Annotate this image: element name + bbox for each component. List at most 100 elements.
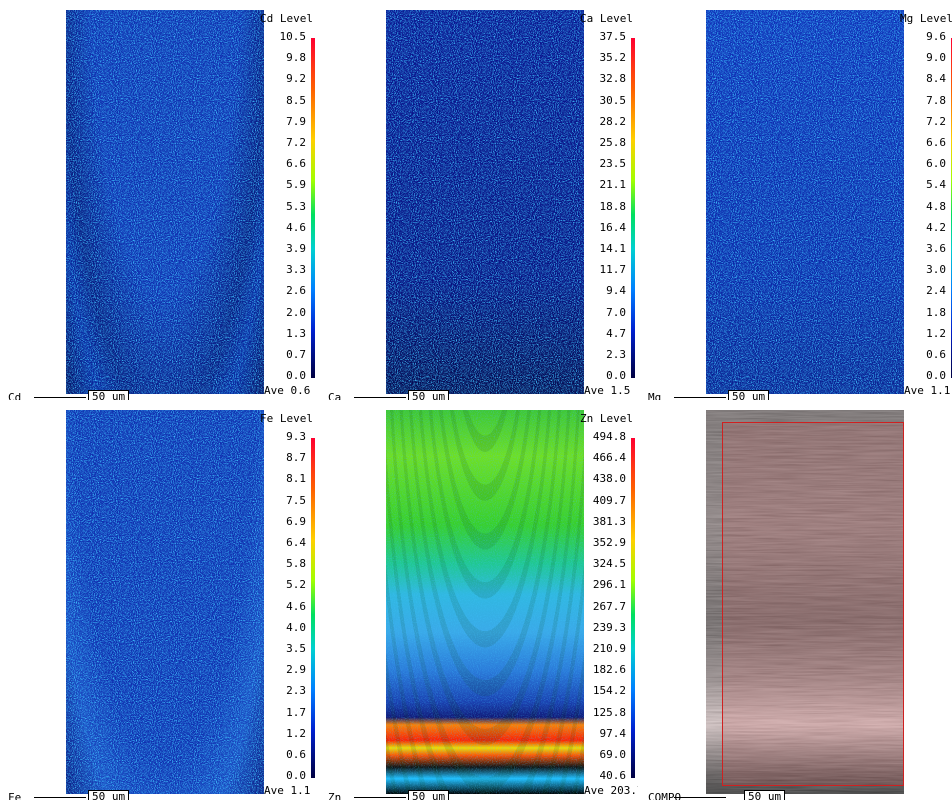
scale-label: 1.3 bbox=[286, 326, 306, 340]
scale-label: 466.4 bbox=[592, 451, 626, 465]
scale-label: 5.8 bbox=[286, 557, 306, 571]
scale-label: 8.5 bbox=[286, 93, 306, 107]
scale-label: 352.9 bbox=[592, 536, 626, 549]
map-texture bbox=[386, 10, 584, 394]
scale-label: 9.0 bbox=[926, 51, 946, 65]
scale-label: 6.0 bbox=[926, 157, 946, 171]
scale-label: 438.0 bbox=[592, 472, 626, 486]
map-panel: Fe Level 9.3 8.7 8.1 7.5 6.9 6.4 5.8 5.2 4.6 4.0 3.… bbox=[0, 400, 318, 800]
scale-label: 7.8 bbox=[926, 93, 946, 107]
scale-label: 154.2 bbox=[592, 684, 626, 698]
scale-label: 0.0 bbox=[926, 369, 946, 383]
texture-fill bbox=[66, 10, 264, 394]
scale-label: 23.5 bbox=[599, 157, 627, 171]
scale-label: 32.8 bbox=[599, 72, 627, 86]
scale-label: 6.4 bbox=[286, 536, 306, 549]
average-label: Ave 1.1 bbox=[264, 784, 311, 797]
level-title: Cd Level bbox=[260, 12, 313, 25]
element-label: Fe bbox=[8, 791, 22, 800]
scale-line bbox=[674, 397, 726, 398]
level-title: Zn Level bbox=[580, 412, 633, 425]
scale-label: 0.0 bbox=[286, 769, 306, 783]
scale-label: 7.2 bbox=[286, 136, 306, 149]
average-label: Ave 0.6 bbox=[264, 384, 311, 397]
scale-label: 4.6 bbox=[286, 599, 306, 613]
scale-label: 9.6 bbox=[926, 30, 946, 43]
scale-label: 296.1 bbox=[592, 578, 626, 592]
map-panel: Ca Level 37.5 35.2 32.8 30.5 28.2 25.8 23.5 21.1… bbox=[320, 0, 638, 400]
scale-label: 25.8 bbox=[599, 136, 627, 149]
scale-label: 3.6 bbox=[926, 242, 946, 255]
map-texture bbox=[386, 410, 584, 794]
element-label: COMPO bbox=[648, 791, 682, 800]
level-title: Ca Level bbox=[580, 12, 633, 25]
scale-label: 381.3 bbox=[592, 514, 626, 528]
scale-label: 2.3 bbox=[606, 348, 626, 361]
scale-bar-label: 50 um bbox=[88, 390, 130, 400]
scale-label: 5.9 bbox=[286, 178, 306, 192]
color-bar bbox=[311, 38, 315, 378]
level-title: Mg Level bbox=[900, 12, 952, 25]
map-image bbox=[386, 10, 584, 394]
scale-label: 8.7 bbox=[286, 451, 306, 465]
scale-label: 21.1 bbox=[599, 178, 627, 192]
scale-label: 6.9 bbox=[286, 514, 306, 528]
scale-label: 9.8 bbox=[286, 51, 306, 65]
scale-line bbox=[34, 397, 86, 398]
scale-label: 16.4 bbox=[599, 220, 627, 234]
level-title: Fe Level bbox=[260, 412, 313, 425]
color-bar bbox=[631, 438, 635, 778]
element-label: Ca bbox=[328, 391, 342, 400]
scale-label: 7.2 bbox=[926, 114, 946, 128]
color-bar bbox=[311, 438, 315, 778]
element-label: Zn bbox=[328, 791, 342, 800]
scale-label: 2.6 bbox=[286, 284, 306, 298]
map-panel: Mg Level 9.6 9.0 8.4 7.8 7.2 6.6 6.0 5.4 4.8 4.2 3.… bbox=[640, 0, 952, 400]
scale-label: 1.2 bbox=[286, 726, 306, 740]
scale-label: 30.5 bbox=[599, 93, 627, 107]
scale-label: 4.7 bbox=[606, 326, 626, 340]
scale-label: 1.7 bbox=[286, 705, 306, 719]
scale-label: 9.3 bbox=[286, 430, 306, 443]
scale-label: 10.5 bbox=[279, 30, 307, 43]
scale-label: 2.9 bbox=[286, 663, 306, 677]
scale-label: 9.4 bbox=[606, 284, 626, 298]
scale-label: 97.4 bbox=[599, 726, 627, 740]
scale-label: 0.6 bbox=[926, 348, 946, 361]
map-image bbox=[706, 410, 904, 794]
texture-fill bbox=[706, 10, 904, 394]
scale-label: 7.5 bbox=[286, 493, 306, 507]
scale-label: 3.9 bbox=[286, 242, 306, 255]
scale-label: 18.8 bbox=[599, 199, 627, 213]
scale-label: 182.6 bbox=[592, 663, 626, 677]
scale-label: 1.8 bbox=[926, 305, 946, 319]
average-label: Ave 1.1 bbox=[904, 384, 951, 397]
scale-label: 125.8 bbox=[592, 705, 626, 719]
map-texture bbox=[66, 10, 264, 394]
scale-label: 494.8 bbox=[592, 430, 626, 443]
map-panel: Cd Level 10.5 9.8 9.2 8.5 7.9 7.2 6.6 5.9 5.3 4.6 3… bbox=[0, 0, 318, 400]
scale-line bbox=[354, 797, 406, 798]
scale-label: 5.2 bbox=[286, 578, 306, 592]
scale-label: 9.2 bbox=[286, 72, 306, 86]
scale-label: 0.6 bbox=[286, 748, 306, 761]
scale-label: 5.3 bbox=[286, 199, 306, 213]
scale-label: 7.0 bbox=[606, 305, 626, 319]
scale-label: 14.1 bbox=[599, 242, 627, 255]
map-panel: COMPO 50 um bbox=[640, 400, 952, 800]
scale-label: 2.0 bbox=[286, 305, 306, 319]
texture-fill bbox=[706, 410, 904, 794]
map-image bbox=[66, 10, 264, 394]
scale-label: 40.6 bbox=[599, 769, 627, 783]
scale-label: 5.4 bbox=[926, 178, 946, 192]
scale-label: 2.3 bbox=[286, 684, 306, 698]
map-texture bbox=[706, 410, 904, 794]
scale-label: 11.7 bbox=[599, 263, 627, 277]
texture-fill bbox=[386, 410, 584, 794]
scale-label: 0.7 bbox=[286, 348, 306, 361]
scale-label: 69.0 bbox=[599, 748, 627, 761]
average-label: Ave 1.5 bbox=[584, 384, 631, 397]
scale-bar-label: 50 um bbox=[88, 790, 130, 800]
scale-label: 324.5 bbox=[592, 557, 626, 571]
scale-label: 0.0 bbox=[606, 369, 626, 383]
